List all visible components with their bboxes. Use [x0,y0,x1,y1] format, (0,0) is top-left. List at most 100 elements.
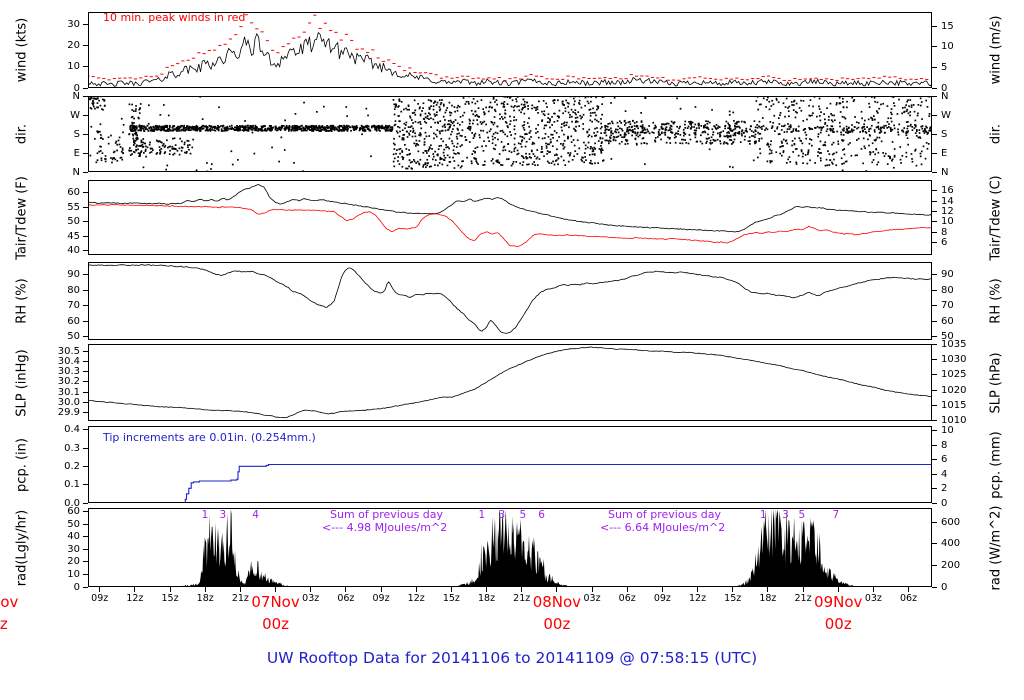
left-tick-label-rh: 80 [67,284,80,296]
right-tick-pcp [932,502,937,504]
left-tick-pcp [83,429,88,431]
x-tick [239,587,241,592]
rad-hour-mark: 1 [478,509,486,521]
x-tick-date [275,587,277,592]
left-tick-label-pcp: 0.3 [64,442,80,454]
left-tick-dir [83,133,88,135]
rad-hour-mark: 6 [538,509,545,521]
left-tick-label-temp: 50 [67,216,80,228]
x-tick [310,587,312,592]
left-tick-slp [83,381,88,383]
axis-label-right-dir: dir. [988,123,1004,145]
x-tick-label: 03z [864,593,882,604]
axis-label-right-wind: wind (m/s) [988,15,1004,85]
right-tick-label-dir: W [941,109,951,121]
right-tick-rh [932,320,937,322]
left-tick-rad [83,573,88,575]
left-tick-label-rad: 60 [67,506,80,518]
left-tick-dir [83,171,88,173]
left-tick-dir [83,95,88,97]
right-tick-temp [932,190,937,192]
right-tick-wind [932,46,937,48]
x-date-label: 07Nov [251,593,300,611]
axis-label-left-wind: wind (kts) [14,17,30,83]
x-tick [767,587,769,592]
left-tick-label-pcp: 0.1 [64,479,80,491]
x-tick [732,587,734,592]
x-tick [591,587,593,592]
panel-temp-plot [88,180,932,255]
x-tick-label: 09z [372,593,390,604]
axis-label-right-pcp: pcp. (mm) [988,430,1004,499]
x-tick [415,587,417,592]
x-date-label: 06Nov [0,593,19,611]
x-tick-label: 06z [337,593,355,604]
x-tick-label: 18z [196,593,214,604]
panel-rh [88,262,932,340]
rad-hour-mark: 4 [252,509,259,521]
x-tick-date [837,587,839,592]
rad-sum-note: Sum of previous day [330,508,444,521]
x-tick-label: 15z [161,593,179,604]
left-tick-label-slp: 30.3 [57,366,80,378]
panel-pcp [88,426,932,503]
right-tick-dir [932,133,937,135]
right-tick-label-temp: 14 [941,195,954,207]
left-tick-label-temp: 45 [67,230,80,242]
left-tick-wind [83,66,88,68]
x-tick [486,587,488,592]
x-tick [99,587,101,592]
left-tick-slp [83,402,88,404]
left-tick-label-rad: 50 [67,518,80,530]
right-tick-rh [932,336,937,338]
x-tick-label: 09z [653,593,671,604]
left-tick-rad [83,511,88,513]
left-tick-rh [83,336,88,338]
left-tick-pcp [83,447,88,449]
right-tick-label-slp: 1030 [941,354,967,366]
right-tick-label-rh: 60 [941,315,954,327]
left-tick-rad [83,586,88,588]
left-tick-temp [83,250,88,252]
right-tick-label-slp: 1035 [941,339,967,351]
left-tick-label-wind: 0 [73,82,80,94]
panel-rad [88,508,932,587]
panel-rh-plot [88,262,932,340]
left-tick-label-rh: 50 [67,331,80,343]
panel-note-pcp: Tip increments are 0.01in. (0.254mm.) [103,431,316,444]
left-tick-pcp [83,502,88,504]
right-tick-rh [932,273,937,275]
axis-label-left-temp: Tair/Tdew (F) [14,175,30,260]
right-tick-label-rh: 50 [941,331,954,343]
figure-title: UW Rooftop Data for 20141106 to 20141109… [266,649,758,667]
x-tick-label: 09z [91,593,109,604]
left-tick-label-rh: 60 [67,315,80,327]
left-tick-label-temp: 60 [67,187,80,199]
x-tick [872,587,874,592]
left-tick-temp [83,221,88,223]
right-tick-label-rad: 600 [941,516,961,528]
rad-hour-mark: 7 [832,509,840,521]
left-tick-label-dir: E [73,147,80,159]
left-tick-rh [83,289,88,291]
left-tick-label-wind: 20 [67,40,80,52]
left-tick-rh [83,320,88,322]
right-tick-temp [932,231,937,233]
x-date-label: 08Nov [532,593,582,611]
left-tick-label-dir: N [72,166,80,178]
right-tick-label-pcp: 10 [941,425,954,437]
right-tick-wind [932,87,937,89]
left-tick-label-rad: 10 [67,568,80,580]
x-tick-label: 15z [724,593,742,604]
left-tick-label-rh: 90 [67,268,80,280]
left-tick-label-rad: 30 [67,543,80,555]
right-tick-label-rad: 200 [941,559,961,571]
x-tick [802,587,804,592]
left-tick-dir [83,114,88,116]
x-tick-label: 15z [442,593,460,604]
right-tick-pcp [932,430,937,432]
left-tick-label-dir: W [70,109,80,121]
axis-label-left-rh: RH (%) [14,278,30,324]
rad-sum-note: Sum of previous day [608,508,722,521]
